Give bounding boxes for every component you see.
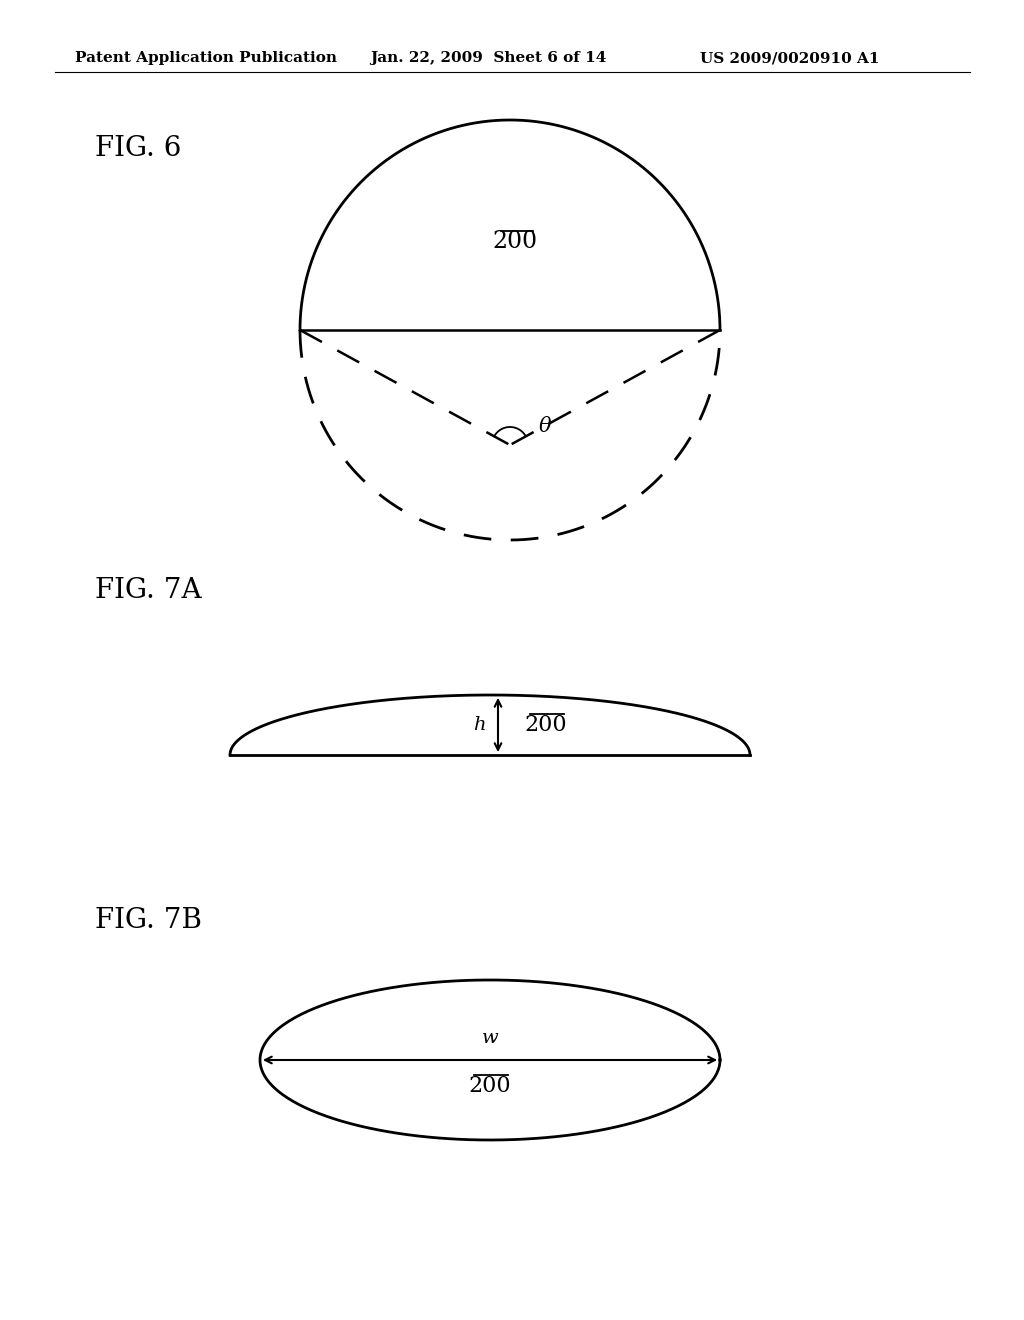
Text: 200: 200 [469, 1074, 511, 1097]
Text: US 2009/0020910 A1: US 2009/0020910 A1 [700, 51, 880, 65]
Text: Patent Application Publication: Patent Application Publication [75, 51, 337, 65]
Text: 200: 200 [493, 230, 538, 253]
Text: θ: θ [539, 417, 551, 437]
Text: FIG. 7B: FIG. 7B [95, 907, 202, 933]
Text: 200: 200 [524, 714, 567, 737]
Text: h: h [473, 715, 486, 734]
Text: Jan. 22, 2009  Sheet 6 of 14: Jan. 22, 2009 Sheet 6 of 14 [370, 51, 606, 65]
Text: FIG. 6: FIG. 6 [95, 135, 181, 161]
Text: FIG. 7A: FIG. 7A [95, 577, 202, 603]
Text: w: w [481, 1030, 499, 1047]
